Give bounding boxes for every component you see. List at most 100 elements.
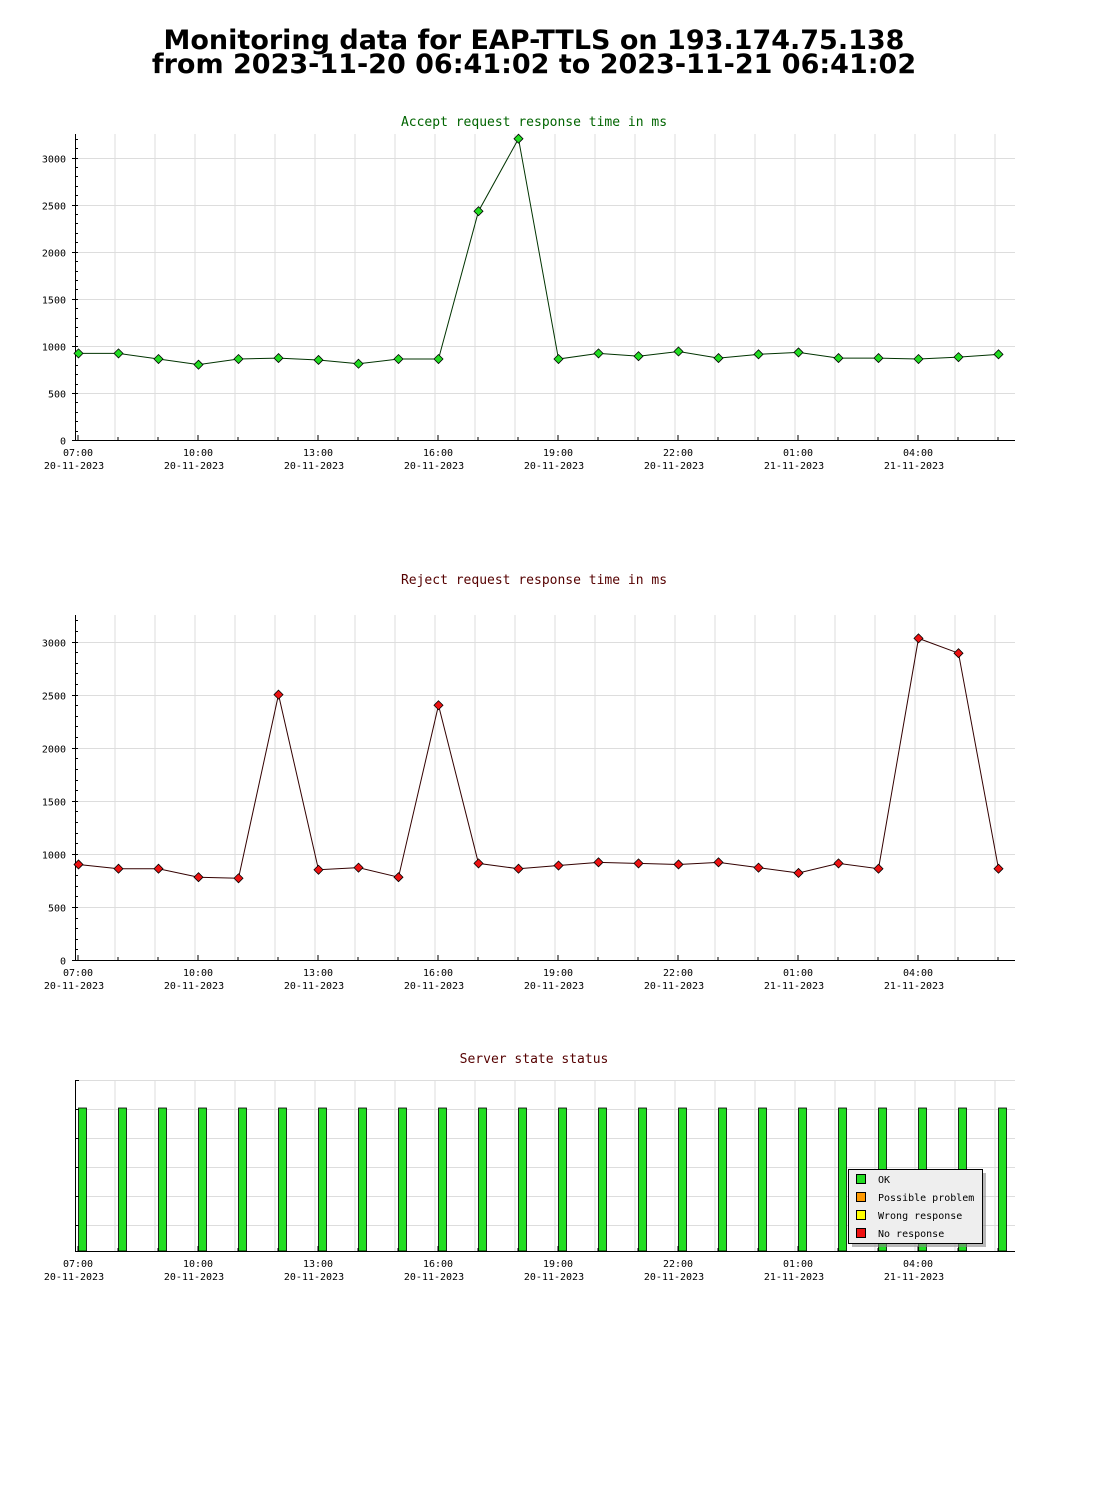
x-tick-date-label: 20-11-2023 bbox=[404, 461, 464, 472]
accept-data-point bbox=[833, 353, 844, 364]
reject-chart-title: Reject request response time in ms bbox=[401, 573, 667, 588]
x-tick-time-label: 16:00 bbox=[423, 448, 453, 459]
x-tick-time-label: 22:00 bbox=[663, 968, 693, 979]
x-tick-date-label: 20-11-2023 bbox=[524, 1272, 584, 1283]
accept-data-point bbox=[793, 347, 804, 358]
reject-data-point bbox=[793, 867, 804, 879]
x-tick-time-label: 01:00 bbox=[783, 448, 813, 459]
status-bar bbox=[798, 1107, 807, 1252]
x-tick-time-label: 04:00 bbox=[903, 968, 933, 979]
x-tick-time-label: 19:00 bbox=[543, 1259, 573, 1270]
x-tick-date-label: 20-11-2023 bbox=[44, 981, 104, 992]
x-tick-date-label: 20-11-2023 bbox=[644, 461, 704, 472]
x-tick-date-label: 20-11-2023 bbox=[644, 981, 704, 992]
status-bar bbox=[678, 1107, 687, 1252]
x-tick-time-label: 13:00 bbox=[303, 968, 333, 979]
status-bar bbox=[718, 1107, 727, 1252]
accept-data-point bbox=[913, 353, 924, 365]
status-bar bbox=[998, 1107, 1007, 1252]
y-tick-label: 1000 bbox=[42, 343, 66, 354]
accept-data-point bbox=[473, 206, 484, 217]
status-bar bbox=[78, 1107, 87, 1252]
reject-data-point bbox=[473, 858, 484, 869]
accept-data-point bbox=[353, 358, 364, 369]
status-bar bbox=[358, 1107, 367, 1252]
x-tick-time-label: 07:00 bbox=[63, 1259, 93, 1270]
reject-data-point bbox=[433, 700, 444, 711]
page-title-line-2: from 2023-11-20 06:41:02 to 2023-11-21 0… bbox=[152, 49, 916, 80]
legend-item-no-response-swatch bbox=[856, 1228, 866, 1238]
accept-data-point bbox=[993, 349, 1004, 360]
accept-data-point bbox=[193, 359, 204, 370]
y-tick-label: 500 bbox=[48, 904, 66, 915]
legend-item-wrong-response-label: Wrong response bbox=[878, 1211, 962, 1222]
x-tick-time-label: 19:00 bbox=[543, 968, 573, 979]
x-tick-time-label: 01:00 bbox=[783, 1259, 813, 1270]
status-bar bbox=[118, 1107, 127, 1252]
accept-data-point bbox=[673, 346, 684, 357]
y-tick-label: 2500 bbox=[42, 692, 66, 703]
status-bar bbox=[158, 1107, 167, 1252]
series-line bbox=[78, 637, 999, 879]
legend-item-ok-label: OK bbox=[878, 1175, 890, 1186]
accept-data-point bbox=[513, 133, 524, 144]
status-bar bbox=[198, 1107, 207, 1252]
y-tick-label: 3000 bbox=[42, 639, 66, 650]
status-bar bbox=[838, 1107, 847, 1252]
status-bar bbox=[518, 1107, 527, 1252]
x-tick-date-label: 20-11-2023 bbox=[44, 461, 104, 472]
x-tick-date-label: 20-11-2023 bbox=[404, 981, 464, 992]
series-line bbox=[78, 137, 999, 366]
x-tick-time-label: 01:00 bbox=[783, 968, 813, 979]
y-tick-label: 2000 bbox=[42, 249, 66, 260]
status-bar bbox=[238, 1107, 247, 1252]
reject-data-point bbox=[993, 863, 1004, 874]
status-bar bbox=[758, 1107, 767, 1252]
y-tick-label: 1500 bbox=[42, 296, 66, 307]
accept-data-point bbox=[73, 348, 84, 359]
accept-data-point bbox=[233, 353, 244, 365]
status-bar bbox=[398, 1107, 407, 1252]
accept-chart-title: Accept request response time in ms bbox=[401, 115, 667, 130]
x-tick-time-label: 22:00 bbox=[663, 448, 693, 459]
x-tick-date-label: 20-11-2023 bbox=[284, 981, 344, 992]
reject-data-point bbox=[753, 862, 764, 873]
x-tick-date-label: 20-11-2023 bbox=[284, 1272, 344, 1283]
status-bar bbox=[278, 1107, 287, 1252]
server-state-status-chart: Server state status 07:00 20-11-2023 10:00… bbox=[44, 1052, 1015, 1283]
legend-item-wrong-response-swatch bbox=[856, 1210, 866, 1220]
x-tick-time-label: 16:00 bbox=[423, 1259, 453, 1270]
accept-data-point bbox=[113, 348, 124, 359]
reject-data-point bbox=[553, 860, 564, 871]
accept-data-point bbox=[273, 353, 284, 364]
reject-data-point bbox=[913, 633, 924, 644]
status-legend: OK Possible problem Wrong response No respo… bbox=[848, 1169, 986, 1247]
x-tick-time-label: 19:00 bbox=[543, 448, 573, 459]
x-tick-date-label: 20-11-2023 bbox=[164, 461, 224, 472]
status-bar bbox=[318, 1107, 327, 1252]
reject-data-point bbox=[513, 863, 524, 874]
accept-data-point bbox=[153, 353, 164, 365]
y-tick-label: 3000 bbox=[42, 155, 66, 166]
x-tick-date-label: 21-11-2023 bbox=[884, 1272, 944, 1283]
accept-response-time-chart: Accept request response time in ms 0 500 1… bbox=[42, 115, 1015, 472]
accept-data-point bbox=[393, 353, 404, 365]
x-tick-time-label: 13:00 bbox=[303, 448, 333, 459]
reject-data-point bbox=[73, 859, 84, 870]
status-bar bbox=[598, 1107, 607, 1252]
y-tick-label: 1000 bbox=[42, 851, 66, 862]
x-tick-time-label: 04:00 bbox=[903, 448, 933, 459]
x-tick-date-label: 21-11-2023 bbox=[884, 981, 944, 992]
reject-data-point bbox=[833, 858, 844, 869]
status-chart-title: Server state status bbox=[460, 1052, 609, 1067]
x-tick-time-label: 10:00 bbox=[183, 968, 213, 979]
x-tick-time-label: 10:00 bbox=[183, 1259, 213, 1270]
x-tick-date-label: 20-11-2023 bbox=[164, 1272, 224, 1283]
status-bar bbox=[478, 1107, 487, 1252]
accept-data-point bbox=[713, 353, 724, 364]
legend-item-no-response-label: No response bbox=[878, 1229, 944, 1240]
y-tick-label: 0 bbox=[60, 957, 66, 968]
x-tick-time-label: 16:00 bbox=[423, 968, 453, 979]
x-tick-date-label: 21-11-2023 bbox=[764, 461, 824, 472]
